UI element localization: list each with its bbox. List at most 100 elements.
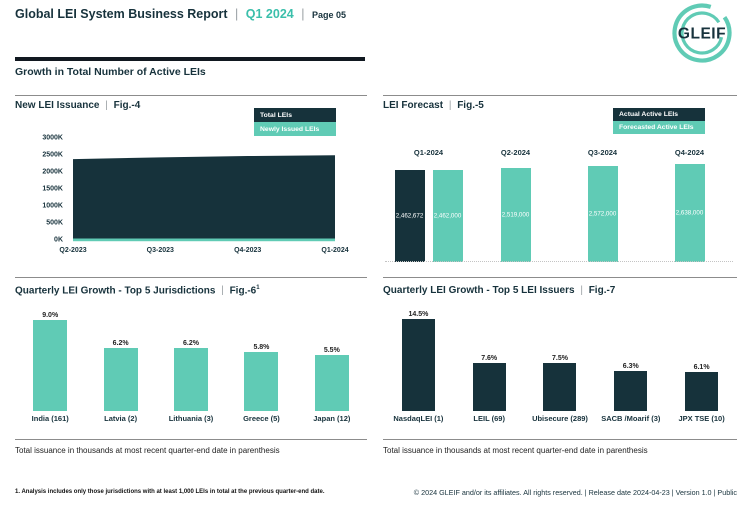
fig6-bar [174, 348, 209, 411]
fig4-y-tick: 2000K [42, 169, 63, 176]
title-separator: | [221, 285, 224, 297]
fig6-bar-group: 6.2% [156, 340, 226, 411]
fig6-category-label: Latvia (2) [104, 414, 138, 423]
panel-divider [383, 95, 737, 96]
fig6-value-label: 9.0% [42, 312, 59, 319]
fig6-footnote-marker: 1 [256, 285, 260, 291]
fig7-category-label: Ubisecure (289) [532, 414, 588, 423]
fig6-bar [314, 355, 349, 411]
fig5-bar-value-label: 2,638,000 [675, 209, 704, 217]
fig5-quarter-group: Q3-2024 2,572,000 [559, 148, 646, 262]
fig5-number: Fig.-5 [457, 100, 484, 111]
fig5-bar-teal: 2,519,000 [500, 167, 531, 262]
page-footnote: 1. Analysis includes only those jurisdic… [15, 489, 325, 495]
fig7-value-label: 7.5% [552, 355, 568, 363]
fig6-bar [244, 352, 279, 411]
fig6-value-label: 5.8% [253, 344, 270, 352]
report-header: Global LEI System Business Report | Q1 2… [15, 7, 346, 21]
fig7-value-label: 7.6% [481, 354, 498, 362]
fig7-category-labels: NasdaqLEI (1) LEIL (69) Ubisecure (289) SAC… [383, 414, 737, 423]
fig7-bar [472, 362, 506, 411]
fig7-value-label: 6.3% [622, 363, 639, 370]
logo-inner-ring [680, 11, 724, 55]
fig6-bar [33, 320, 68, 411]
fig7-bar [543, 363, 577, 411]
panel-divider [15, 95, 367, 96]
fig5-bar-teal: 2,572,000 [587, 166, 618, 262]
fig7-category-label: LEIL (69) [473, 414, 505, 423]
fig7-bar-group: 7.5% [525, 355, 596, 411]
fig7-bar [685, 372, 719, 411]
fig6-bar-group: 9.0% [15, 312, 85, 411]
fig6-value-label: 6.2% [183, 340, 199, 348]
fig5-bar-value-label: 2,462,000 [433, 212, 462, 220]
fig5-quarter-label: Q3-2024 [587, 148, 618, 157]
fig5-bar-row: 2,638,000 [646, 160, 733, 262]
header-separator: | [301, 7, 305, 21]
legend-total-leis: Total LEIs [254, 108, 336, 122]
fig4-x-tick: Q3-2023 [147, 247, 174, 254]
fig5-bar-value-label: 2,462,672 [395, 212, 424, 220]
section-heading: Growth in Total Number of Active LEIs [15, 66, 206, 78]
fig7-bar-group: 6.1% [666, 364, 737, 411]
fig5-title: LEI Forecast | Fig.-5 [383, 100, 484, 111]
fig5-baseline [385, 261, 733, 262]
fig7-category-label: SACB /Moarif (3) [601, 414, 661, 423]
fig6-title-text: Quarterly LEI Growth - Top 5 Jurisdictio… [15, 285, 216, 297]
fig4-y-tick: 3000K [42, 135, 63, 142]
fig6-value-label: 6.2% [112, 340, 129, 348]
fig7-bar-group: 14.5% [383, 311, 454, 411]
title-separator: | [580, 285, 583, 296]
fig7-bar [401, 319, 435, 411]
fig4-y-tick: 1000K [42, 203, 63, 210]
fig4-area-chart: 0K 500K 1000K 1500K 2000K 2500K 3000K Q2-2023 Q3… [42, 135, 348, 255]
header-rule [15, 57, 365, 61]
fig5-bar-value-label: 2,519,000 [501, 211, 530, 219]
fig6-category-label: Greece (5) [243, 414, 280, 423]
fig7-note: Total issuance in thousands at most rece… [383, 446, 648, 455]
copyright-line: © 2024 GLEIF and/or its affiliates. All … [413, 488, 737, 497]
panel-divider [15, 439, 367, 440]
fig7-value-label: 14.5% [408, 311, 429, 318]
fig5-quarter-label: Q4-2024 [674, 148, 705, 157]
fig5-bar-row: 2,519,000 [472, 160, 559, 262]
fig4-y-tick: 2500K [42, 152, 63, 159]
legend-newly-issued-leis: Newly Issued LEIs [254, 122, 336, 136]
fig4-total-leis-area [73, 155, 335, 239]
fig4-newly-issued-strip [73, 238, 335, 242]
fig6-bar-group: 5.5% [297, 347, 367, 411]
panel-divider [15, 277, 367, 278]
fig7-category-label: JPX TSE (10) [678, 414, 725, 423]
fig7-number: Fig.-7 [588, 285, 616, 296]
report-period: Q1 2024 [245, 7, 294, 21]
fig6-bar-group: 5.8% [226, 344, 296, 411]
fig6-category-label: Lithuania (3) [168, 414, 214, 423]
fig7-category-label: NasdaqLEI (1) [393, 414, 444, 423]
fig6-number: Fig.-6 [229, 285, 257, 297]
report-title: Global LEI System Business Report [15, 7, 228, 21]
fig5-title-text: LEI Forecast [383, 100, 444, 111]
fig5-quarter-group: Q1-2024 2,462,672 2,462,000 [385, 148, 472, 262]
fig6-category-label: India (161) [31, 414, 69, 423]
fig4-y-tick: 1500K [42, 186, 63, 193]
fig6-bar-group: 6.2% [85, 340, 155, 411]
fig5-bar-dark: 2,462,672 [394, 170, 425, 262]
fig6-bar [103, 348, 138, 411]
fig5-bar-row: 2,462,672 2,462,000 [385, 160, 472, 262]
fig6-title: Quarterly LEI Growth - Top 5 Jurisdictio… [15, 285, 260, 296]
fig7-bar-group: 7.6% [454, 355, 525, 411]
fig6-note: Total issuance in thousands at most rece… [15, 446, 280, 455]
gleif-logo: GLEIF [672, 3, 732, 63]
fig6-bar-chart: 9.0% 6.2% 6.2% 5.8% 5.5% [15, 302, 367, 411]
fig6-category-label: Japan (12) [313, 414, 351, 423]
fig4-x-tick: Q1-2024 [321, 247, 348, 254]
legend-actual-active-leis: Actual Active LEIs [613, 108, 705, 121]
fig5-bar-teal: 2,462,000 [432, 170, 463, 262]
panel-divider [383, 277, 737, 278]
fig5-bar-teal: 2,638,000 [674, 163, 705, 262]
fig5-bar-chart: Q1-2024 2,462,672 2,462,000 Q2-2024 2,519,00… [385, 148, 733, 262]
fig5-quarter-label: Q2-2024 [500, 148, 531, 157]
fig7-bar-group: 6.3% [595, 363, 666, 411]
fig7-bar-chart: 14.5% 7.6% 7.5% 6.3% 6.1% [383, 302, 737, 411]
